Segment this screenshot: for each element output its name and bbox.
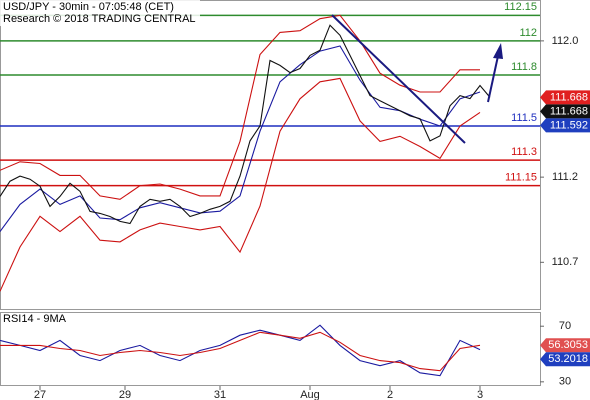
trend-line [331,14,466,144]
forecast-arrow [487,55,499,103]
x-tick-label: 31 [214,389,226,400]
y-tick-label: 70 [559,320,571,332]
rsi-panel-frame [0,312,541,386]
y-tick-label: 30 [559,376,571,388]
price-tag-label: 53.2018 [548,353,588,365]
price-tag-label: 111.668 [550,105,588,117]
level-label: 111.3 [511,146,537,158]
price-tag-label: 111.592 [550,119,588,131]
price-tag [540,352,590,367]
x-tick-label: 29 [119,389,131,400]
header-bg [0,0,200,26]
price-tag [540,338,590,353]
series-line [0,24,491,225]
x-tick-label: Aug [300,389,320,400]
y-tick-label: 112.0 [552,35,579,47]
y-tick-label: 110.7 [552,256,579,268]
chart-title: USD/JPY - 30min - 07:05:48 (CET) [3,1,174,13]
y-tick-label: 111.2 [552,171,578,183]
main-panel: 112.0 111.2 110.7 112.15 112 111.8 111.5 111.3 1… [0,1,590,292]
chart-subtitle: Research © 2018 TRADING CENTRAL [3,13,196,25]
arrow-head [493,43,503,59]
level-label: 111.5 [511,112,537,124]
price-tag-label: 56.3053 [548,339,588,351]
rsi-title: RSI14 - 9MA [3,313,67,325]
x-tick-label: 2 [387,389,393,400]
main-panel-frame [0,0,541,310]
x-tick-label: 3 [477,389,483,400]
x-tick-label: 27 [34,389,46,400]
price-tag [540,104,590,119]
series-line [0,331,481,372]
series-line [0,324,481,377]
level-label: 111.15 [505,172,537,184]
price-tag-label: 111.668 [550,91,588,103]
series-line [0,77,481,292]
level-label: 112.15 [504,1,537,13]
level-label: 112 [519,27,537,39]
rsi-panel: 70 30 27 29 31 Aug 2 3 56.3053 53.2018 [0,320,590,400]
level-label: 111.8 [511,61,537,73]
series-line [0,14,480,200]
price-tag [540,118,590,133]
price-tag [540,90,590,105]
